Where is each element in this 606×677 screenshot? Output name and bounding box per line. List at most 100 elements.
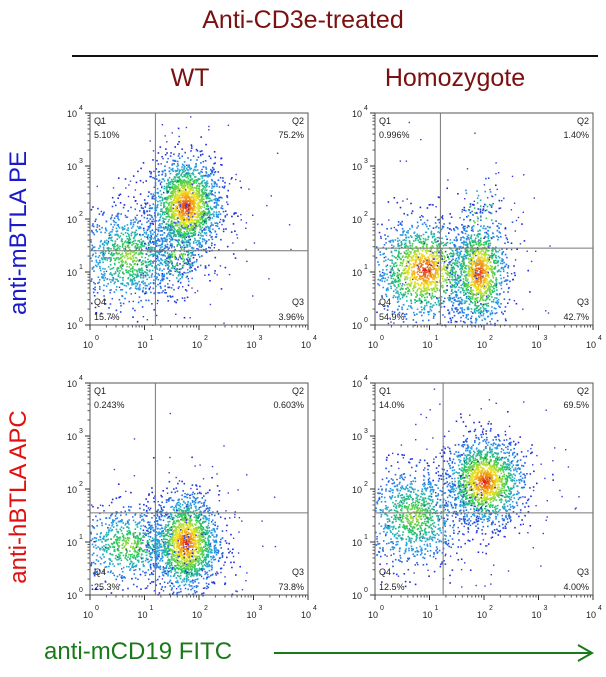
event-dot bbox=[390, 251, 393, 254]
event-dot bbox=[150, 234, 152, 236]
event-dot bbox=[395, 228, 397, 231]
event-dot bbox=[429, 263, 431, 265]
event-dot bbox=[208, 239, 210, 241]
event-dot bbox=[110, 237, 112, 239]
event-dot bbox=[162, 249, 165, 251]
event-dot bbox=[425, 302, 428, 305]
event-dot bbox=[431, 282, 433, 284]
y-tick-label: 10 bbox=[67, 268, 77, 278]
event-dot bbox=[158, 264, 161, 267]
event-dot bbox=[129, 270, 132, 273]
event-dot bbox=[217, 216, 219, 218]
event-dot bbox=[462, 257, 464, 260]
event-dot bbox=[182, 210, 185, 213]
event-dot bbox=[397, 253, 400, 256]
event-dot bbox=[115, 289, 118, 291]
event-dot bbox=[149, 263, 151, 266]
event-dot bbox=[175, 239, 177, 242]
event-dot bbox=[424, 249, 427, 252]
event-dot bbox=[110, 216, 113, 219]
event-dot bbox=[222, 177, 224, 179]
event-dot bbox=[465, 230, 467, 232]
event-dot bbox=[127, 253, 129, 255]
event-dot bbox=[171, 196, 174, 198]
event-dot bbox=[196, 290, 199, 292]
event-dot bbox=[446, 266, 449, 268]
event-dot bbox=[175, 181, 178, 184]
event-dot bbox=[472, 214, 474, 216]
event-dot bbox=[129, 278, 132, 281]
event-dot bbox=[487, 286, 490, 289]
event-dot bbox=[136, 203, 138, 205]
event-dot bbox=[146, 229, 149, 231]
event-dot bbox=[106, 278, 109, 280]
event-dot bbox=[160, 279, 162, 282]
event-dot bbox=[201, 235, 203, 237]
event-dot bbox=[185, 184, 187, 186]
event-dot bbox=[425, 299, 427, 301]
event-dot bbox=[408, 255, 411, 258]
event-dot bbox=[194, 176, 197, 178]
event-dot bbox=[103, 254, 105, 256]
event-dot bbox=[416, 227, 418, 229]
event-dot bbox=[396, 287, 398, 289]
event-dot bbox=[492, 236, 494, 238]
event-dot bbox=[99, 252, 102, 254]
event-dot bbox=[380, 235, 382, 238]
event-dot bbox=[172, 215, 175, 217]
event-dot bbox=[175, 179, 177, 181]
event-dot bbox=[156, 187, 159, 190]
event-dot bbox=[169, 256, 172, 258]
event-dot bbox=[413, 270, 415, 273]
event-dot bbox=[404, 293, 406, 295]
event-dot bbox=[140, 245, 143, 247]
event-dot bbox=[180, 181, 182, 184]
event-dot bbox=[127, 244, 130, 247]
event-dot bbox=[430, 246, 432, 248]
event-dot bbox=[97, 262, 100, 264]
event-dot bbox=[197, 234, 200, 236]
event-dot bbox=[387, 201, 390, 203]
event-dot bbox=[126, 229, 128, 231]
event-dot bbox=[231, 215, 233, 218]
event-dot bbox=[204, 217, 207, 220]
event-dot bbox=[493, 307, 496, 309]
event-dot bbox=[149, 239, 151, 241]
event-dot bbox=[109, 231, 112, 233]
event-dot bbox=[443, 289, 445, 292]
event-dot bbox=[434, 222, 437, 224]
event-dot bbox=[143, 232, 146, 234]
event-dot bbox=[208, 273, 210, 276]
event-dot bbox=[101, 243, 104, 245]
event-dot bbox=[441, 237, 443, 239]
event-dot bbox=[155, 257, 158, 260]
event-dot bbox=[461, 283, 464, 286]
event-dot bbox=[164, 227, 166, 230]
event-dot bbox=[183, 186, 186, 189]
x-tick-exponent: 2 bbox=[204, 335, 208, 342]
event-dot bbox=[153, 240, 156, 243]
event-dot bbox=[391, 255, 394, 257]
event-dot bbox=[146, 210, 148, 212]
event-dot bbox=[405, 239, 407, 242]
event-dot bbox=[157, 252, 160, 254]
event-dot bbox=[491, 252, 493, 254]
event-dot bbox=[240, 186, 242, 189]
event-dot bbox=[414, 234, 417, 237]
event-dot bbox=[467, 274, 469, 277]
event-dot bbox=[446, 279, 448, 281]
event-dot bbox=[409, 242, 411, 245]
event-dot bbox=[105, 228, 107, 231]
event-dot bbox=[164, 135, 166, 137]
event-dot bbox=[115, 221, 117, 224]
event-dot bbox=[226, 213, 228, 216]
event-dot bbox=[436, 257, 439, 260]
event-dot bbox=[166, 189, 168, 191]
event-dot bbox=[182, 227, 184, 229]
event-dot bbox=[125, 187, 127, 189]
event-dot bbox=[176, 199, 178, 201]
event-dot bbox=[175, 235, 177, 237]
event-dot bbox=[172, 284, 174, 286]
event-dot bbox=[407, 290, 409, 293]
event-dot bbox=[443, 258, 445, 261]
